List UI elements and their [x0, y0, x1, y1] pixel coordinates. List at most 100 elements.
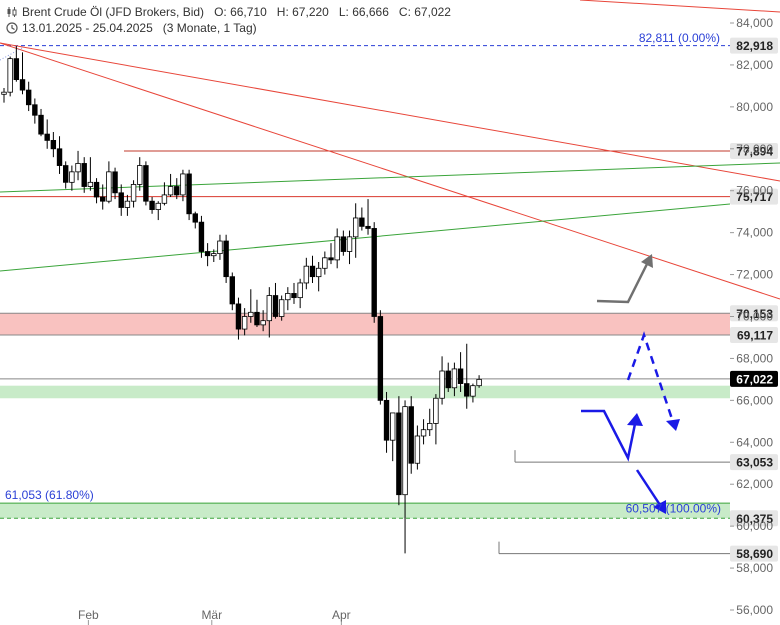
candle-body [100, 196, 106, 202]
close-value: C: 67,022 [398, 5, 451, 19]
candle-body [19, 79, 26, 91]
y-tick-label: 62,000 [736, 477, 773, 491]
level-label: 67,022 [736, 372, 773, 386]
candle-body [346, 236, 353, 252]
candle-body [217, 240, 223, 255]
level-label: 70,153 [736, 307, 773, 321]
level-label-box [730, 143, 778, 160]
y-tick-label: 76,000 [736, 184, 773, 198]
date-range: 13.01.2025 - 25.04.2025 [22, 21, 153, 35]
y-tick-label: 66,000 [736, 393, 773, 407]
chart-header: Brent Crude Öl (JFD Brokers, Bid) O: 66,… [6, 5, 451, 19]
level-label: 75,717 [736, 190, 773, 204]
candle-body [7, 58, 13, 93]
candle-body [149, 200, 155, 210]
candlestick-icon [7, 7, 17, 17]
candle-body [118, 192, 124, 208]
level-label: 60,375 [736, 512, 773, 526]
arrowhead-down [653, 500, 666, 514]
candle-body [63, 165, 69, 183]
candle-body [198, 221, 205, 252]
candle-body [451, 368, 458, 389]
candle-body [13, 58, 20, 81]
candle-body [192, 213, 198, 223]
candle-body [204, 251, 211, 257]
fib-label-top: 82,811 (0.00%) [639, 31, 720, 45]
candle-body [143, 165, 149, 202]
x-tick-label: Apr [332, 608, 351, 622]
scenario-arrow-down [635, 469, 664, 509]
candle-body [260, 320, 266, 326]
fib-label-100: 60,507 (100.00%) [626, 502, 721, 516]
x-tick-label: Feb [78, 608, 99, 622]
candle-body [476, 378, 482, 387]
fib-label-618: 61,053 (61.80%) [5, 488, 94, 502]
candle-body [241, 316, 248, 330]
candle-body [420, 429, 427, 437]
candle-body [414, 435, 421, 464]
candle-body [427, 423, 433, 431]
highlight-zone [0, 313, 730, 336]
scenario-arrow-grey [596, 257, 652, 304]
candle-body [180, 173, 186, 196]
trend-line [0, 42, 780, 182]
level-label-box [730, 188, 778, 205]
y-tick-label: 56,000 [736, 603, 773, 617]
chart-title: Brent Crude Öl (JFD Brokers, Bid) [22, 5, 205, 19]
candle-body [365, 225, 371, 229]
candle-body [297, 282, 303, 299]
candle-body [211, 253, 217, 257]
candle-body [44, 133, 50, 141]
arrowhead-blue [627, 413, 643, 426]
candle-body [464, 383, 470, 397]
open-value: O: 66,710 [214, 5, 267, 19]
candle-body [50, 139, 57, 150]
candle-body [402, 406, 408, 496]
candle-body [167, 186, 174, 196]
trend-line [0, 203, 731, 272]
candle-body [124, 200, 131, 208]
level-label: 77,894 [736, 145, 773, 159]
candle-body [309, 265, 316, 278]
clock-icon [6, 22, 18, 34]
candle-body [81, 163, 87, 187]
candle-body [130, 184, 137, 202]
arrowhead-grey [641, 254, 653, 268]
level-label: 69,117 [737, 329, 773, 343]
candle-body [75, 163, 81, 173]
highlight-zone [0, 385, 730, 399]
candle-body [291, 293, 297, 299]
y-tick-label: 82,000 [736, 58, 773, 72]
candle-body [266, 295, 273, 322]
candle-body [322, 257, 328, 269]
highlight-zone [0, 503, 730, 519]
level-label-box [730, 327, 778, 344]
candle-body [1, 91, 7, 95]
candle-body [223, 240, 229, 278]
candle-body [32, 104, 38, 116]
candle-body [38, 114, 44, 135]
chart-subheader: 13.01.2025 - 25.04.2025 (3 Monate, 1 Tag… [6, 21, 257, 35]
candle-body [254, 311, 260, 326]
period-info: (3 Monate, 1 Tag) [162, 21, 257, 35]
level-label-box [730, 454, 778, 471]
scenario-arrow-dashed [626, 331, 676, 426]
candle-body [408, 406, 414, 464]
candle-body [396, 412, 402, 496]
candle-body [186, 173, 192, 215]
y-tick-label: 68,000 [736, 351, 773, 365]
candle-body [433, 397, 439, 424]
level-label-box [730, 37, 778, 54]
candle-body [69, 171, 75, 183]
x-tick-label: Mär [201, 608, 222, 622]
candle-body [155, 202, 161, 210]
level-label-box [730, 510, 778, 527]
level-label: 58,690 [736, 547, 773, 561]
candle-body [106, 171, 112, 202]
candle-body [315, 267, 322, 278]
candle-body [334, 236, 340, 261]
y-tick-label: 84,000 [736, 16, 773, 30]
y-tick-label: 74,000 [736, 226, 773, 240]
